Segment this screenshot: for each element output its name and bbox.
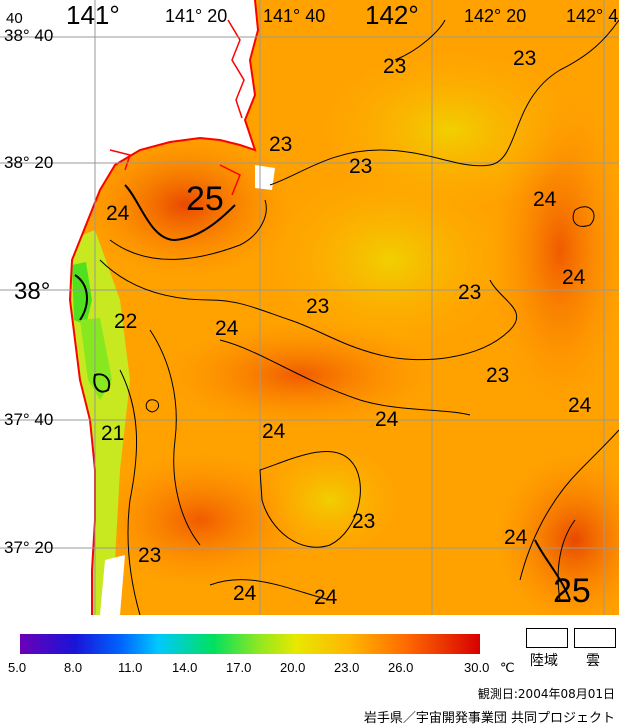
warm-patch-north bbox=[75, 130, 295, 280]
contour-label: 22 bbox=[114, 310, 138, 333]
corner-label: 40 bbox=[6, 10, 23, 27]
coastline bbox=[68, 0, 260, 615]
lon-label-141: 141° bbox=[66, 0, 120, 30]
contour-label: 25 bbox=[553, 572, 591, 610]
lat-label-38-40: 38° 40 bbox=[4, 26, 54, 45]
contour-label: 25 bbox=[186, 180, 224, 218]
colorbar-tick: 20.0 bbox=[280, 660, 306, 675]
contour-label: 24 bbox=[504, 526, 528, 549]
contour-label: 24 bbox=[233, 582, 257, 605]
colorbar-tick: 26.0 bbox=[388, 660, 414, 675]
contour-label: 23 bbox=[349, 155, 373, 178]
contour-label: 24 bbox=[562, 266, 586, 289]
isotherm-contours bbox=[99, 19, 619, 615]
cloud-legend-label: 雲 bbox=[586, 653, 600, 669]
warm-patch-south bbox=[495, 450, 619, 615]
cloud-patch bbox=[255, 165, 275, 190]
graticule bbox=[0, 0, 619, 615]
contour-label: 23 bbox=[138, 544, 162, 567]
credit-text: 岩手県／宇宙開発事業団 共同プロジェクト bbox=[363, 711, 615, 726]
lon-label-141-40: 141° 40 bbox=[263, 6, 326, 26]
contour-label: 24 bbox=[106, 202, 130, 225]
warm-patch-sw bbox=[90, 450, 310, 590]
colorbar-tick: 8.0 bbox=[64, 660, 83, 675]
colorbar-tick: 17.0 bbox=[226, 660, 252, 675]
colorbar-tick: 11.0 bbox=[118, 660, 143, 675]
colorbar-tick: 30.0 bbox=[464, 660, 490, 675]
contour-label: 23 bbox=[269, 133, 293, 156]
land-area bbox=[0, 0, 258, 615]
contour-label: 24 bbox=[568, 394, 592, 417]
contour-label: 24 bbox=[314, 586, 338, 609]
contour-label: 23 bbox=[486, 364, 510, 387]
land-legend-swatch bbox=[526, 628, 568, 648]
lon-label-142-20: 142° 20 bbox=[464, 6, 527, 26]
isotherm-contours-bold bbox=[74, 184, 571, 601]
contour-label: 23 bbox=[513, 47, 537, 70]
contour-label: 24 bbox=[533, 188, 557, 211]
cool-patch-south bbox=[260, 445, 400, 555]
cool-patch-east bbox=[320, 50, 580, 210]
contour-label: 23 bbox=[306, 295, 330, 318]
cool-patch-center bbox=[270, 170, 510, 350]
lon-label-142-40: 142° 4 bbox=[566, 6, 619, 26]
contour-label: 23 bbox=[352, 510, 376, 533]
coastal-coldest-water bbox=[72, 262, 92, 325]
lat-label-37-40: 37° 40 bbox=[4, 410, 54, 429]
lat-label-38: 38° bbox=[14, 278, 51, 305]
cloud-patch bbox=[100, 555, 125, 615]
sst-map bbox=[0, 0, 619, 615]
land-legend-label: 陸域 bbox=[530, 653, 558, 669]
contour-label: 23 bbox=[383, 55, 407, 78]
coastal-cold-water-2 bbox=[80, 318, 112, 400]
observation-date: 観測日:2004年08月01日 bbox=[477, 687, 615, 701]
lat-label-38-20: 38° 20 bbox=[4, 153, 54, 172]
contour-label: 24 bbox=[215, 317, 239, 340]
lon-label-142: 142° bbox=[365, 0, 419, 30]
colorbar-tick: 14.0 bbox=[172, 660, 198, 675]
contour-label: 24 bbox=[262, 420, 286, 443]
lat-label-37-20: 37° 20 bbox=[4, 538, 54, 557]
colorbar-tick: 5.0 bbox=[8, 660, 27, 675]
cloud-legend-swatch bbox=[574, 628, 616, 648]
contour-label: 21 bbox=[101, 422, 125, 445]
temperature-colorbar bbox=[20, 634, 480, 654]
contour-label: 23 bbox=[458, 281, 482, 304]
lon-label-141-20: 141° 20 bbox=[165, 6, 228, 26]
colorbar-unit: ℃ bbox=[500, 660, 515, 675]
colorbar-tick: 23.0 bbox=[334, 660, 360, 675]
contour-label: 24 bbox=[375, 408, 399, 431]
